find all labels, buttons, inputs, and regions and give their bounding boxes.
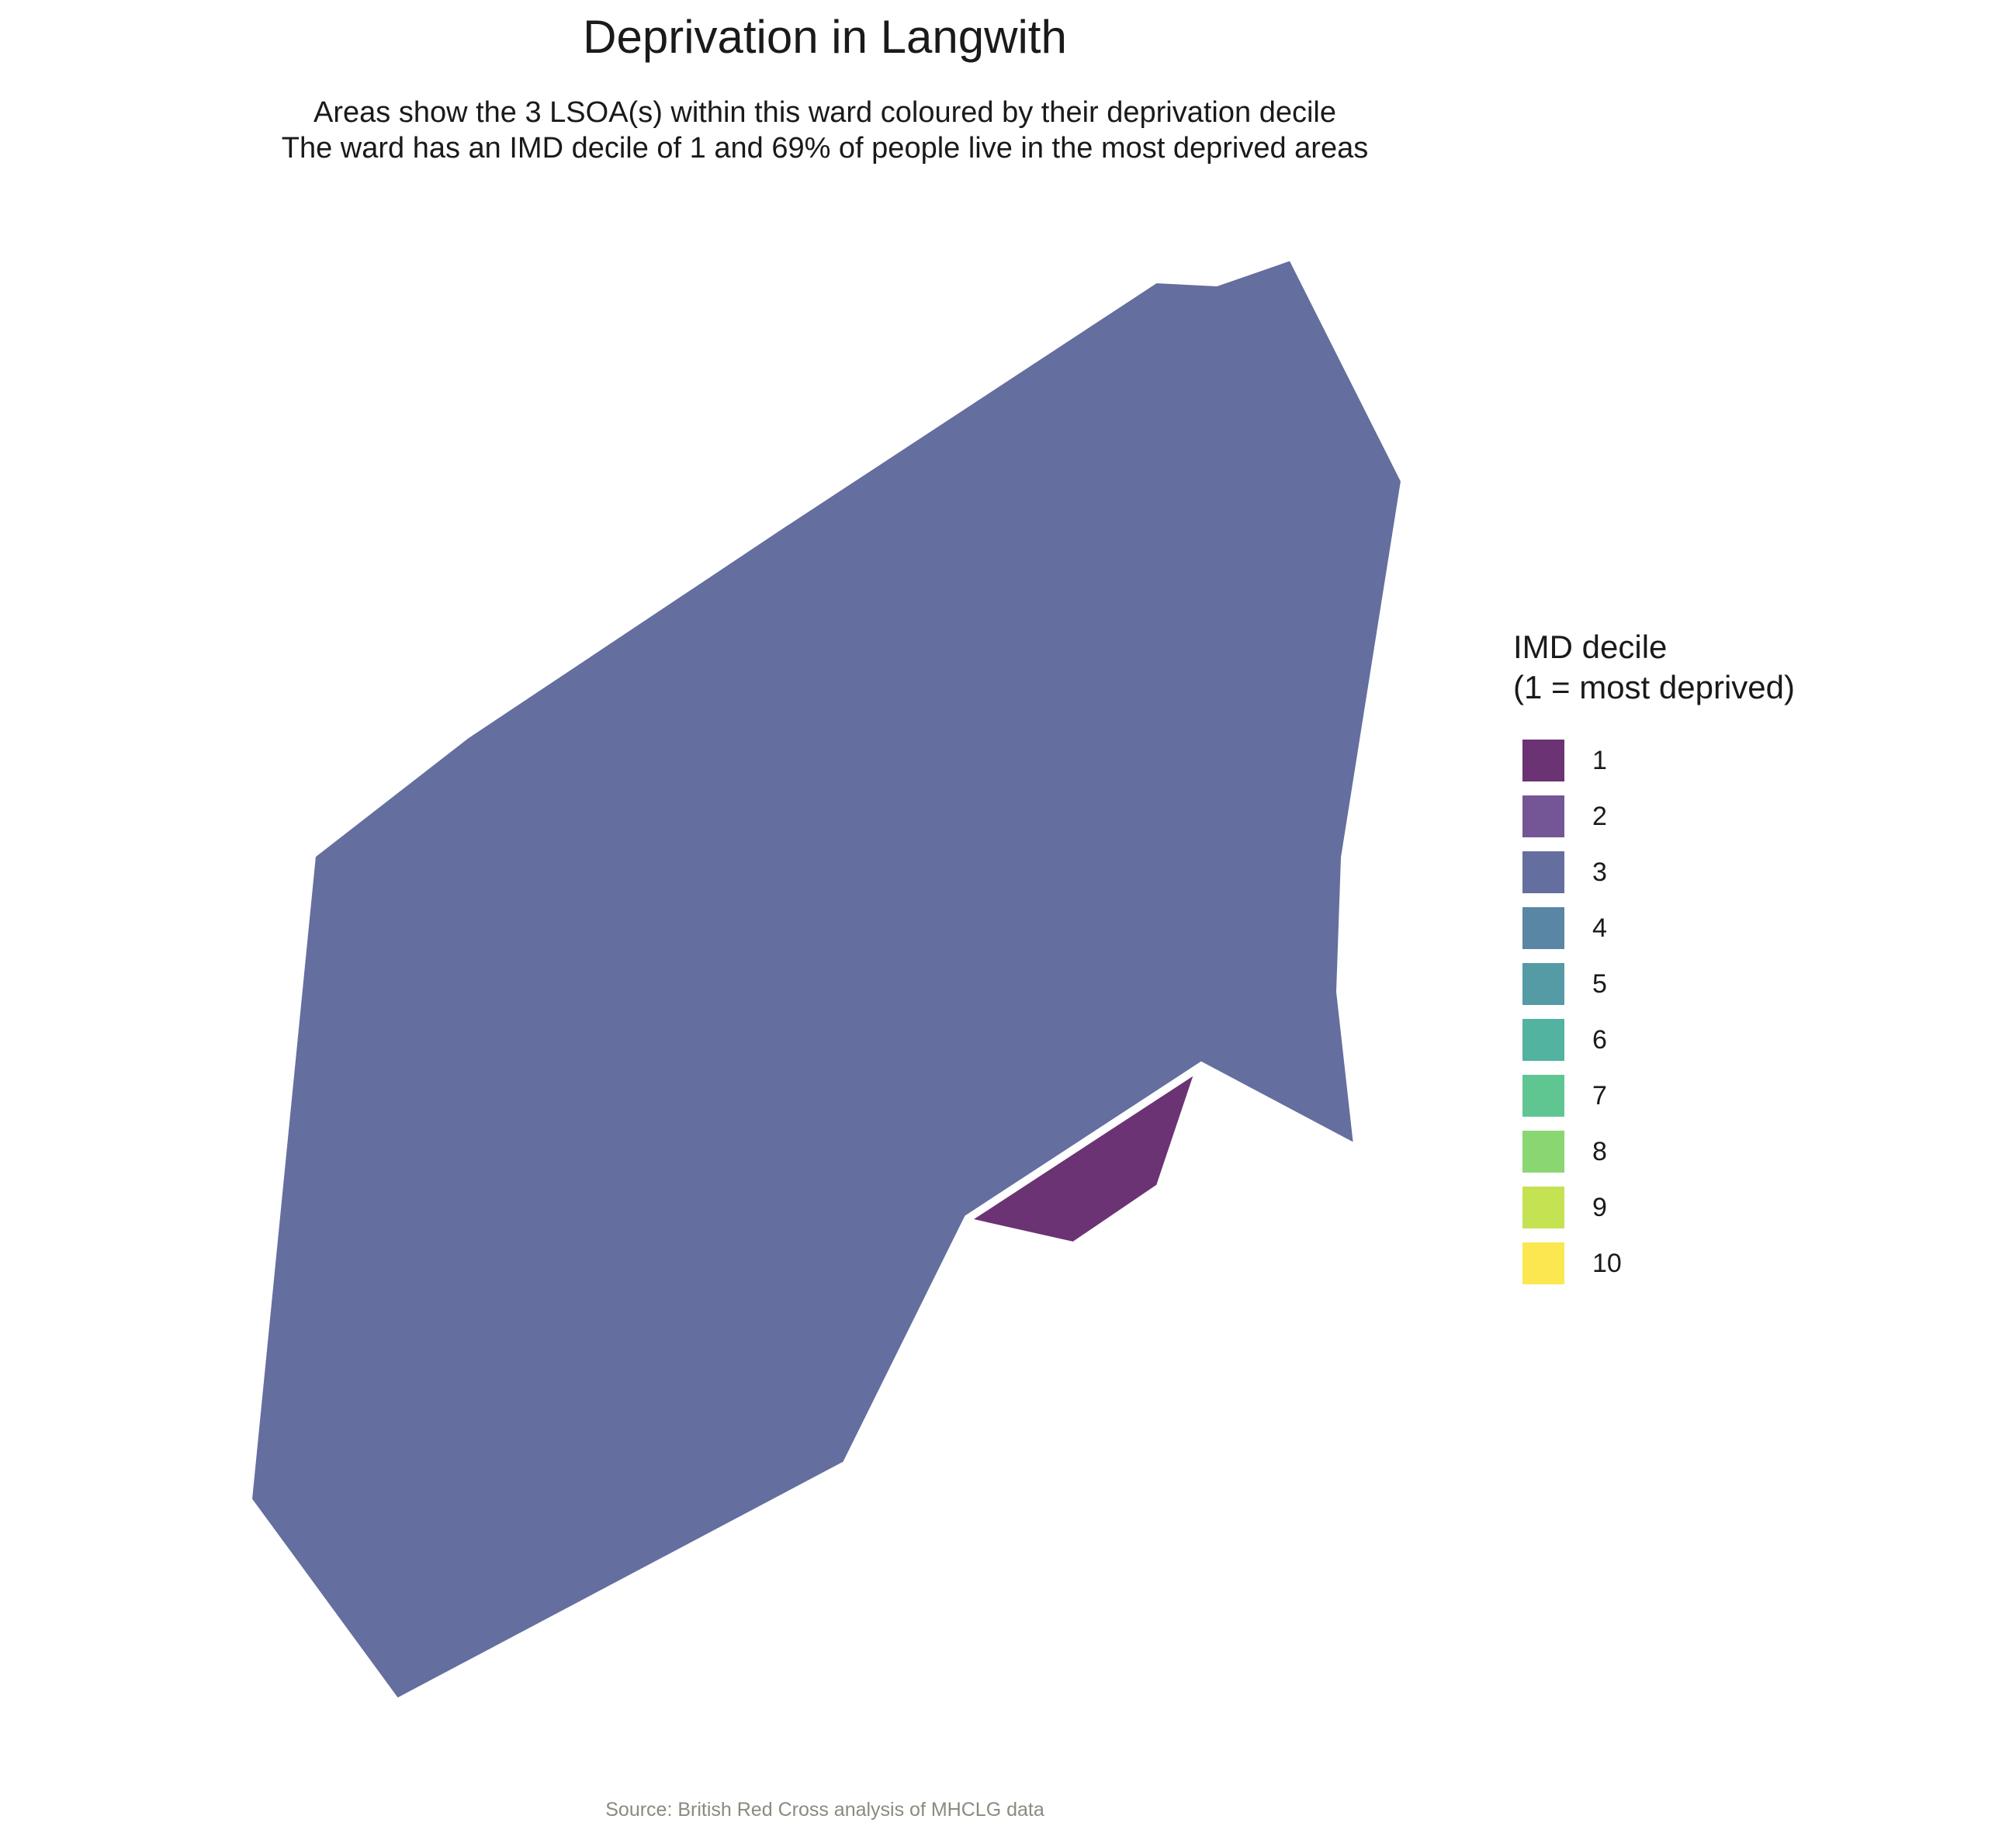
legend-label: 8: [1592, 1136, 1607, 1166]
lsoa-area-decile-1[interactable]: [965, 1069, 1199, 1246]
legend-label: 2: [1592, 801, 1607, 831]
legend-swatch: [1522, 963, 1564, 1005]
subtitle-line-1: Areas show the 3 LSOA(s) within this war…: [313, 96, 1336, 129]
legend-swatch: [1522, 1075, 1564, 1117]
legend-title-line-1: IMD decile: [1513, 629, 1668, 665]
map-title: Deprivation in Langwith: [583, 11, 1067, 63]
legend-swatch: [1522, 1131, 1564, 1173]
legend-swatch: [1522, 907, 1564, 949]
legend-label: 1: [1592, 745, 1607, 775]
legend-label: 10: [1592, 1248, 1622, 1278]
lsoa-area-decile-3[interactable]: [248, 257, 1405, 1702]
legend-item: 1: [1513, 733, 1795, 788]
legend-swatch: [1522, 1242, 1564, 1284]
legend-item: 4: [1513, 900, 1795, 956]
source-caption: Source: British Red Cross analysis of MH…: [605, 1799, 1044, 1821]
legend-swatch: [1522, 795, 1564, 837]
legend-label: 9: [1592, 1192, 1607, 1222]
legend-item: 6: [1513, 1012, 1795, 1068]
legend-label: 3: [1592, 857, 1607, 887]
legend-swatch: [1522, 851, 1564, 893]
legend-item: 2: [1513, 788, 1795, 844]
legend-label: 6: [1592, 1024, 1607, 1055]
legend-item: 8: [1513, 1124, 1795, 1180]
legend: IMD decile (1 = most deprived) 1 2 3 4 5…: [1513, 627, 1795, 1291]
legend-label: 5: [1592, 968, 1607, 999]
legend-item: 10: [1513, 1235, 1795, 1291]
legend-item: 5: [1513, 956, 1795, 1012]
subtitle-line-2: The ward has an IMD decile of 1 and 69% …: [281, 132, 1369, 165]
map-subtitle: Areas show the 3 LSOA(s) within this war…: [0, 95, 1650, 166]
legend-swatch: [1522, 1019, 1564, 1061]
legend-item: 3: [1513, 844, 1795, 900]
legend-swatch: [1522, 1187, 1564, 1228]
legend-item: 9: [1513, 1180, 1795, 1235]
legend-label: 7: [1592, 1080, 1607, 1111]
legend-item: 7: [1513, 1068, 1795, 1124]
legend-title: IMD decile (1 = most deprived): [1513, 627, 1795, 708]
legend-swatch: [1522, 740, 1564, 781]
legend-title-line-2: (1 = most deprived): [1513, 669, 1795, 705]
legend-label: 4: [1592, 913, 1607, 943]
